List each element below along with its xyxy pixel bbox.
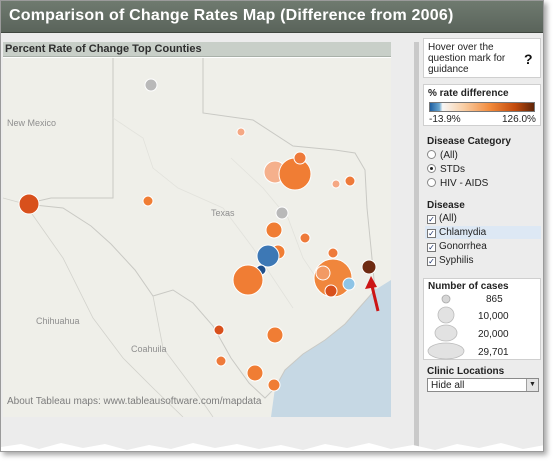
- chihuahua-border: [24, 203, 184, 417]
- category-option-label: STDs: [440, 164, 465, 175]
- help-question-icon[interactable]: ?: [524, 51, 533, 67]
- county-marker[interactable]: [299, 232, 311, 244]
- county-marker-north-panhandle[interactable]: [144, 78, 158, 92]
- size-legend: Number of cases 865 10,000 20,000 29,701: [423, 278, 541, 360]
- label-chihuahua: Chihuahua: [36, 316, 80, 326]
- disease-option-syphilis[interactable]: ✓ Syphilis: [427, 255, 473, 267]
- county-marker[interactable]: [265, 221, 283, 239]
- disease-row-highlight: [425, 226, 541, 239]
- county-marker[interactable]: [327, 247, 339, 259]
- clinic-locations-dropdown[interactable]: Hide all ▼: [427, 378, 539, 392]
- size-label-10000: 10,000: [478, 311, 509, 322]
- county-marker[interactable]: [315, 265, 331, 281]
- size-label-29701: 29,701: [478, 347, 509, 358]
- county-marker[interactable]: [266, 326, 284, 344]
- map-attribution-link[interactable]: About Tableau maps: www.tableausoftware.…: [7, 396, 262, 407]
- dashboard-title: Comparison of Change Rates Map (Differen…: [9, 7, 454, 24]
- chevron-down-icon[interactable]: ▼: [526, 379, 538, 391]
- size-legend-circles: [427, 294, 465, 360]
- category-option-hiv-aids[interactable]: HIV - AIDS: [427, 178, 488, 190]
- map-header: Percent Rate of Change Top Counties: [3, 42, 391, 57]
- size-legend-title: Number of cases: [428, 281, 509, 292]
- clinic-locations-title: Clinic Locations: [427, 366, 505, 377]
- disease-option-all[interactable]: ✓ (All): [427, 213, 457, 225]
- disease-option-label: Chlamydia: [439, 227, 487, 238]
- radio-selected-icon[interactable]: [427, 164, 436, 173]
- label-new-mexico: New Mexico: [7, 118, 57, 128]
- size-circle-865: [441, 294, 451, 304]
- coahuila-border: [152, 295, 214, 417]
- disease-option-gonorrhea[interactable]: ✓ Gonorrhea: [427, 241, 487, 253]
- county-marker[interactable]: [213, 324, 225, 336]
- color-legend-max: 126.0%: [502, 114, 536, 125]
- panel-divider: [414, 42, 419, 451]
- texas-map[interactable]: [3, 58, 391, 417]
- disease-category-title: Disease Category: [427, 136, 511, 147]
- category-option-label: HIV - AIDS: [440, 178, 489, 189]
- guidance-box: Hover over the question mark for guidanc…: [423, 38, 541, 78]
- size-circle-10000: [437, 306, 455, 324]
- guidance-text: Hover over the question mark for guidanc…: [428, 42, 506, 75]
- map-view[interactable]: New Mexico Texas Chihuahua Coahuila Abou…: [3, 58, 391, 417]
- county-marker[interactable]: [215, 355, 227, 367]
- river-line: [230, 157, 324, 289]
- map-title: Percent Rate of Change Top Counties: [5, 43, 202, 55]
- color-legend-title: % rate difference: [428, 88, 509, 99]
- county-marker[interactable]: [275, 206, 289, 220]
- county-marker-galveston[interactable]: [342, 277, 356, 291]
- size-label-865: 865: [486, 294, 503, 305]
- map-panel: Percent Rate of Change Top Counties: [3, 42, 391, 417]
- disease-option-label: (All): [439, 213, 457, 224]
- county-marker-el-paso[interactable]: [18, 193, 40, 215]
- disease-option-label: Gonorrhea: [439, 241, 487, 252]
- disease-title: Disease: [427, 200, 465, 211]
- radio-icon[interactable]: [427, 178, 436, 187]
- river-line: [112, 117, 294, 309]
- disease-option-chlamydia[interactable]: ✓ Chlamydia: [427, 227, 486, 239]
- county-marker[interactable]: [293, 151, 307, 165]
- torn-edge: [1, 443, 543, 451]
- label-texas: Texas: [211, 208, 235, 218]
- county-marker[interactable]: [344, 175, 356, 187]
- dashboard-window: Comparison of Change Rates Map (Differen…: [0, 0, 544, 452]
- checkbox-checked-icon[interactable]: ✓: [427, 243, 436, 252]
- filter-panel: Hover over the question mark for guidanc…: [423, 38, 541, 418]
- category-option-stds[interactable]: STDs: [427, 164, 465, 176]
- label-coahuila: Coahuila: [131, 344, 167, 354]
- disease-option-label: Syphilis: [439, 255, 474, 266]
- clinic-locations-value: Hide all: [431, 380, 465, 391]
- color-legend: % rate difference -13.9% 126.0%: [423, 84, 541, 126]
- county-marker-bexar[interactable]: [232, 264, 264, 296]
- radio-icon[interactable]: [427, 150, 436, 159]
- color-legend-min: -13.9%: [429, 114, 461, 125]
- county-marker[interactable]: [267, 378, 281, 392]
- title-bar: Comparison of Change Rates Map (Differen…: [1, 1, 543, 33]
- county-marker[interactable]: [324, 284, 338, 298]
- texas-border: [24, 58, 376, 399]
- checkbox-checked-icon[interactable]: ✓: [427, 215, 436, 224]
- county-marker[interactable]: [236, 127, 246, 137]
- size-label-20000: 20,000: [478, 329, 509, 340]
- county-marker[interactable]: [246, 364, 264, 382]
- county-marker-dallas[interactable]: [278, 157, 312, 191]
- size-circle-29701: [427, 342, 465, 360]
- category-option-label: (All): [440, 150, 458, 161]
- checkbox-checked-icon[interactable]: ✓: [427, 229, 436, 238]
- checkbox-checked-icon[interactable]: ✓: [427, 257, 436, 266]
- size-circle-20000: [434, 324, 458, 342]
- category-option-all[interactable]: (All): [427, 150, 458, 162]
- red-arrow-icon: [365, 276, 380, 312]
- county-marker[interactable]: [142, 195, 154, 207]
- gulf-of-mexico: [271, 280, 391, 417]
- color-gradient-bar: [429, 102, 535, 112]
- county-marker[interactable]: [331, 179, 341, 189]
- county-marker-austin[interactable]: [256, 244, 280, 268]
- county-marker-beaumont[interactable]: [361, 259, 377, 275]
